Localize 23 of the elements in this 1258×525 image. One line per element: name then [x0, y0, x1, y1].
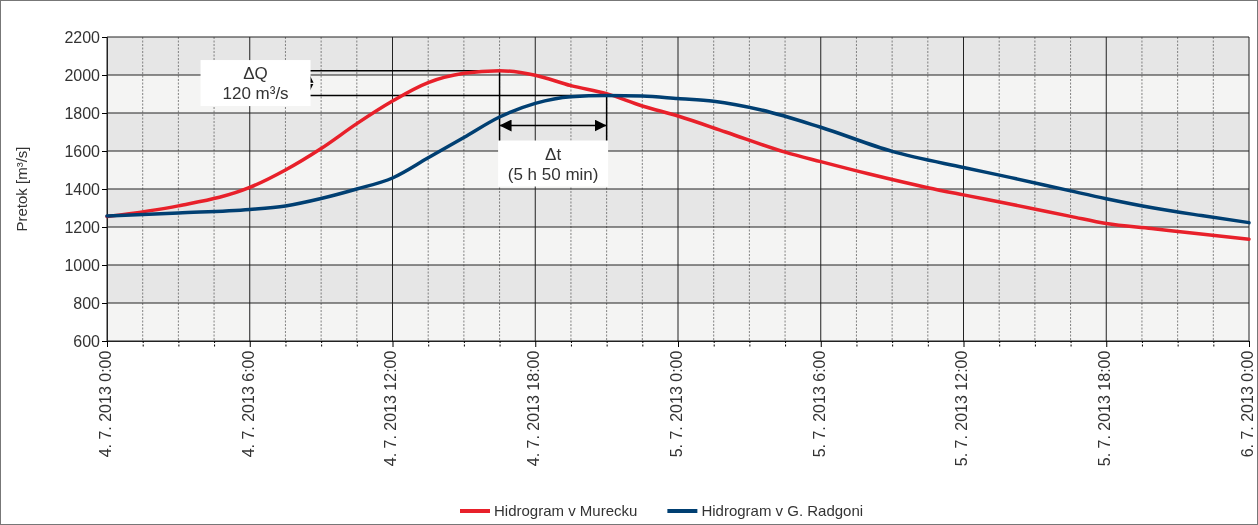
x-tick-label: 4. 7. 2013 12:00	[382, 350, 400, 467]
x-tick-label: 4. 7. 2013 0:00	[96, 350, 114, 458]
y-tick-label: 1400	[64, 180, 101, 198]
y-tick-label: 1200	[64, 218, 101, 236]
legend-label: Hidrogram v G. Radgoni	[701, 502, 864, 519]
y-tick-label: 600	[73, 332, 101, 350]
x-tick-label: 5. 7. 2013 0:00	[667, 350, 685, 458]
y-axis-title: Pretok [m³/s]	[13, 146, 30, 232]
x-tick-label: 5. 7. 2013 12:00	[953, 350, 971, 467]
legend-label: Hidrogram v Murecku	[494, 502, 638, 519]
annotation: Δt (5 h 50 min)	[507, 144, 599, 184]
x-tick-label: 5. 7. 2013 6:00	[810, 350, 828, 458]
y-tick-label: 1000	[64, 256, 101, 274]
y-tick-label: 800	[73, 294, 101, 312]
x-tick-label: 6. 7. 2013 0:00	[1238, 350, 1256, 458]
y-tick-label: 2000	[64, 66, 101, 84]
x-tick-label: 4. 7. 2013 18:00	[525, 350, 543, 467]
y-tick-label: 1800	[64, 104, 101, 122]
x-tick-label: 4. 7. 2013 6:00	[239, 350, 257, 458]
x-tick-label: 5. 7. 2013 18:00	[1096, 350, 1114, 467]
y-tick-label: 2200	[64, 28, 101, 46]
annotation: ΔQ 120 m³/s	[222, 64, 289, 104]
y-tick-label: 1600	[64, 142, 101, 160]
